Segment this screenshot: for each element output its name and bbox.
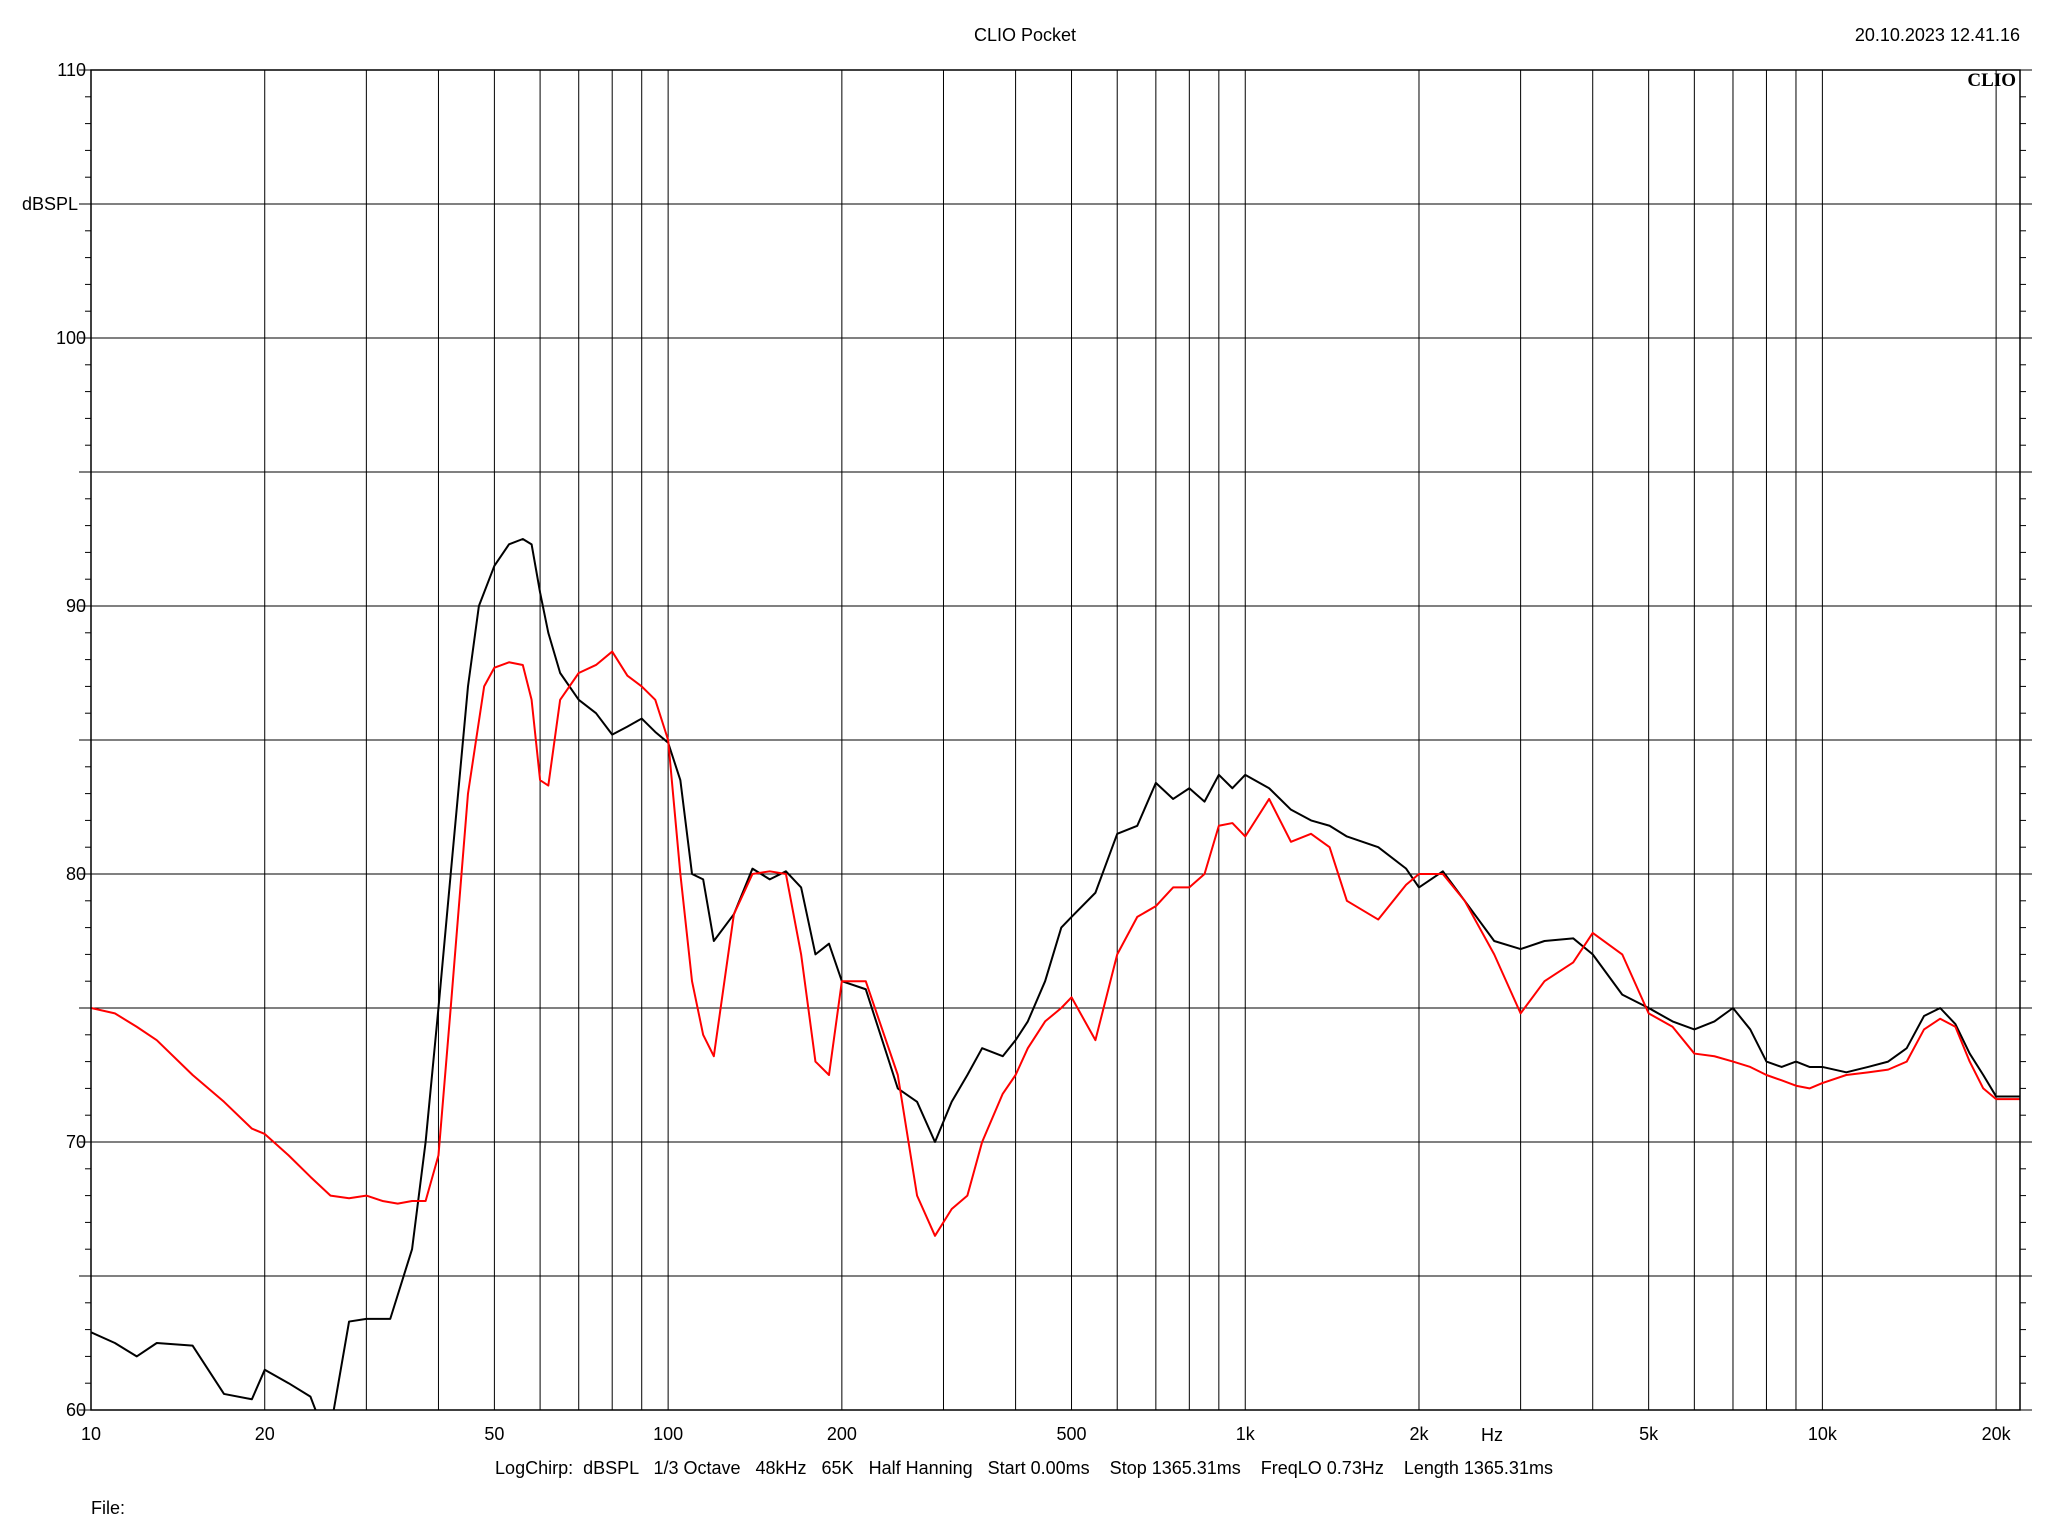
series-layer bbox=[91, 538, 2020, 1410]
y-tick-label: 70 bbox=[66, 1132, 86, 1152]
y-tick-label: 110 bbox=[57, 60, 86, 80]
x-tick-label: 20k bbox=[1982, 1424, 2012, 1444]
x-tick-label: 20 bbox=[255, 1424, 275, 1444]
file-label: File: bbox=[91, 1498, 126, 1518]
red-response-line bbox=[91, 650, 2020, 1237]
plot-frame bbox=[90, 69, 2021, 1411]
x-tick-label: 500 bbox=[1056, 1424, 1086, 1444]
x-tick-label: 100 bbox=[653, 1424, 683, 1444]
measurement-timestamp: 20.10.2023 12.41.16 bbox=[1855, 25, 2020, 45]
chart-title: CLIO Pocket bbox=[974, 25, 1076, 45]
x-tick-label: 2k bbox=[1409, 1424, 1429, 1444]
x-tick-label: 10k bbox=[1808, 1424, 1838, 1444]
x-tick-labels: 10 20 50 100 200 500 1k 2k 5k 10k 20k bbox=[81, 1424, 2012, 1444]
x-tick-label: 1k bbox=[1236, 1424, 1256, 1444]
clio-logo: CLIO bbox=[1967, 70, 2016, 91]
x-tick-label: 5k bbox=[1639, 1424, 1659, 1444]
black-response-line bbox=[91, 538, 2020, 1410]
x-tick-label: 200 bbox=[827, 1424, 857, 1444]
y-axis-label: dBSPL bbox=[22, 194, 78, 214]
y-tick-labels: 60 70 80 90 100 110 bbox=[56, 60, 86, 1420]
x-tick-label: 50 bbox=[484, 1424, 504, 1444]
measurement-settings: LogChirp: dBSPL 1/3 Octave 48kHz 65K Hal… bbox=[495, 1458, 1553, 1478]
y-tick-label: 80 bbox=[66, 864, 86, 884]
y-tick-label: 60 bbox=[66, 1400, 86, 1420]
x-axis-label: Hz bbox=[1481, 1425, 1503, 1445]
y-tick-label: 100 bbox=[56, 328, 86, 348]
plot-grid bbox=[79, 69, 2032, 1411]
y-tick-label: 90 bbox=[66, 596, 86, 616]
x-tick-label: 10 bbox=[81, 1424, 101, 1444]
